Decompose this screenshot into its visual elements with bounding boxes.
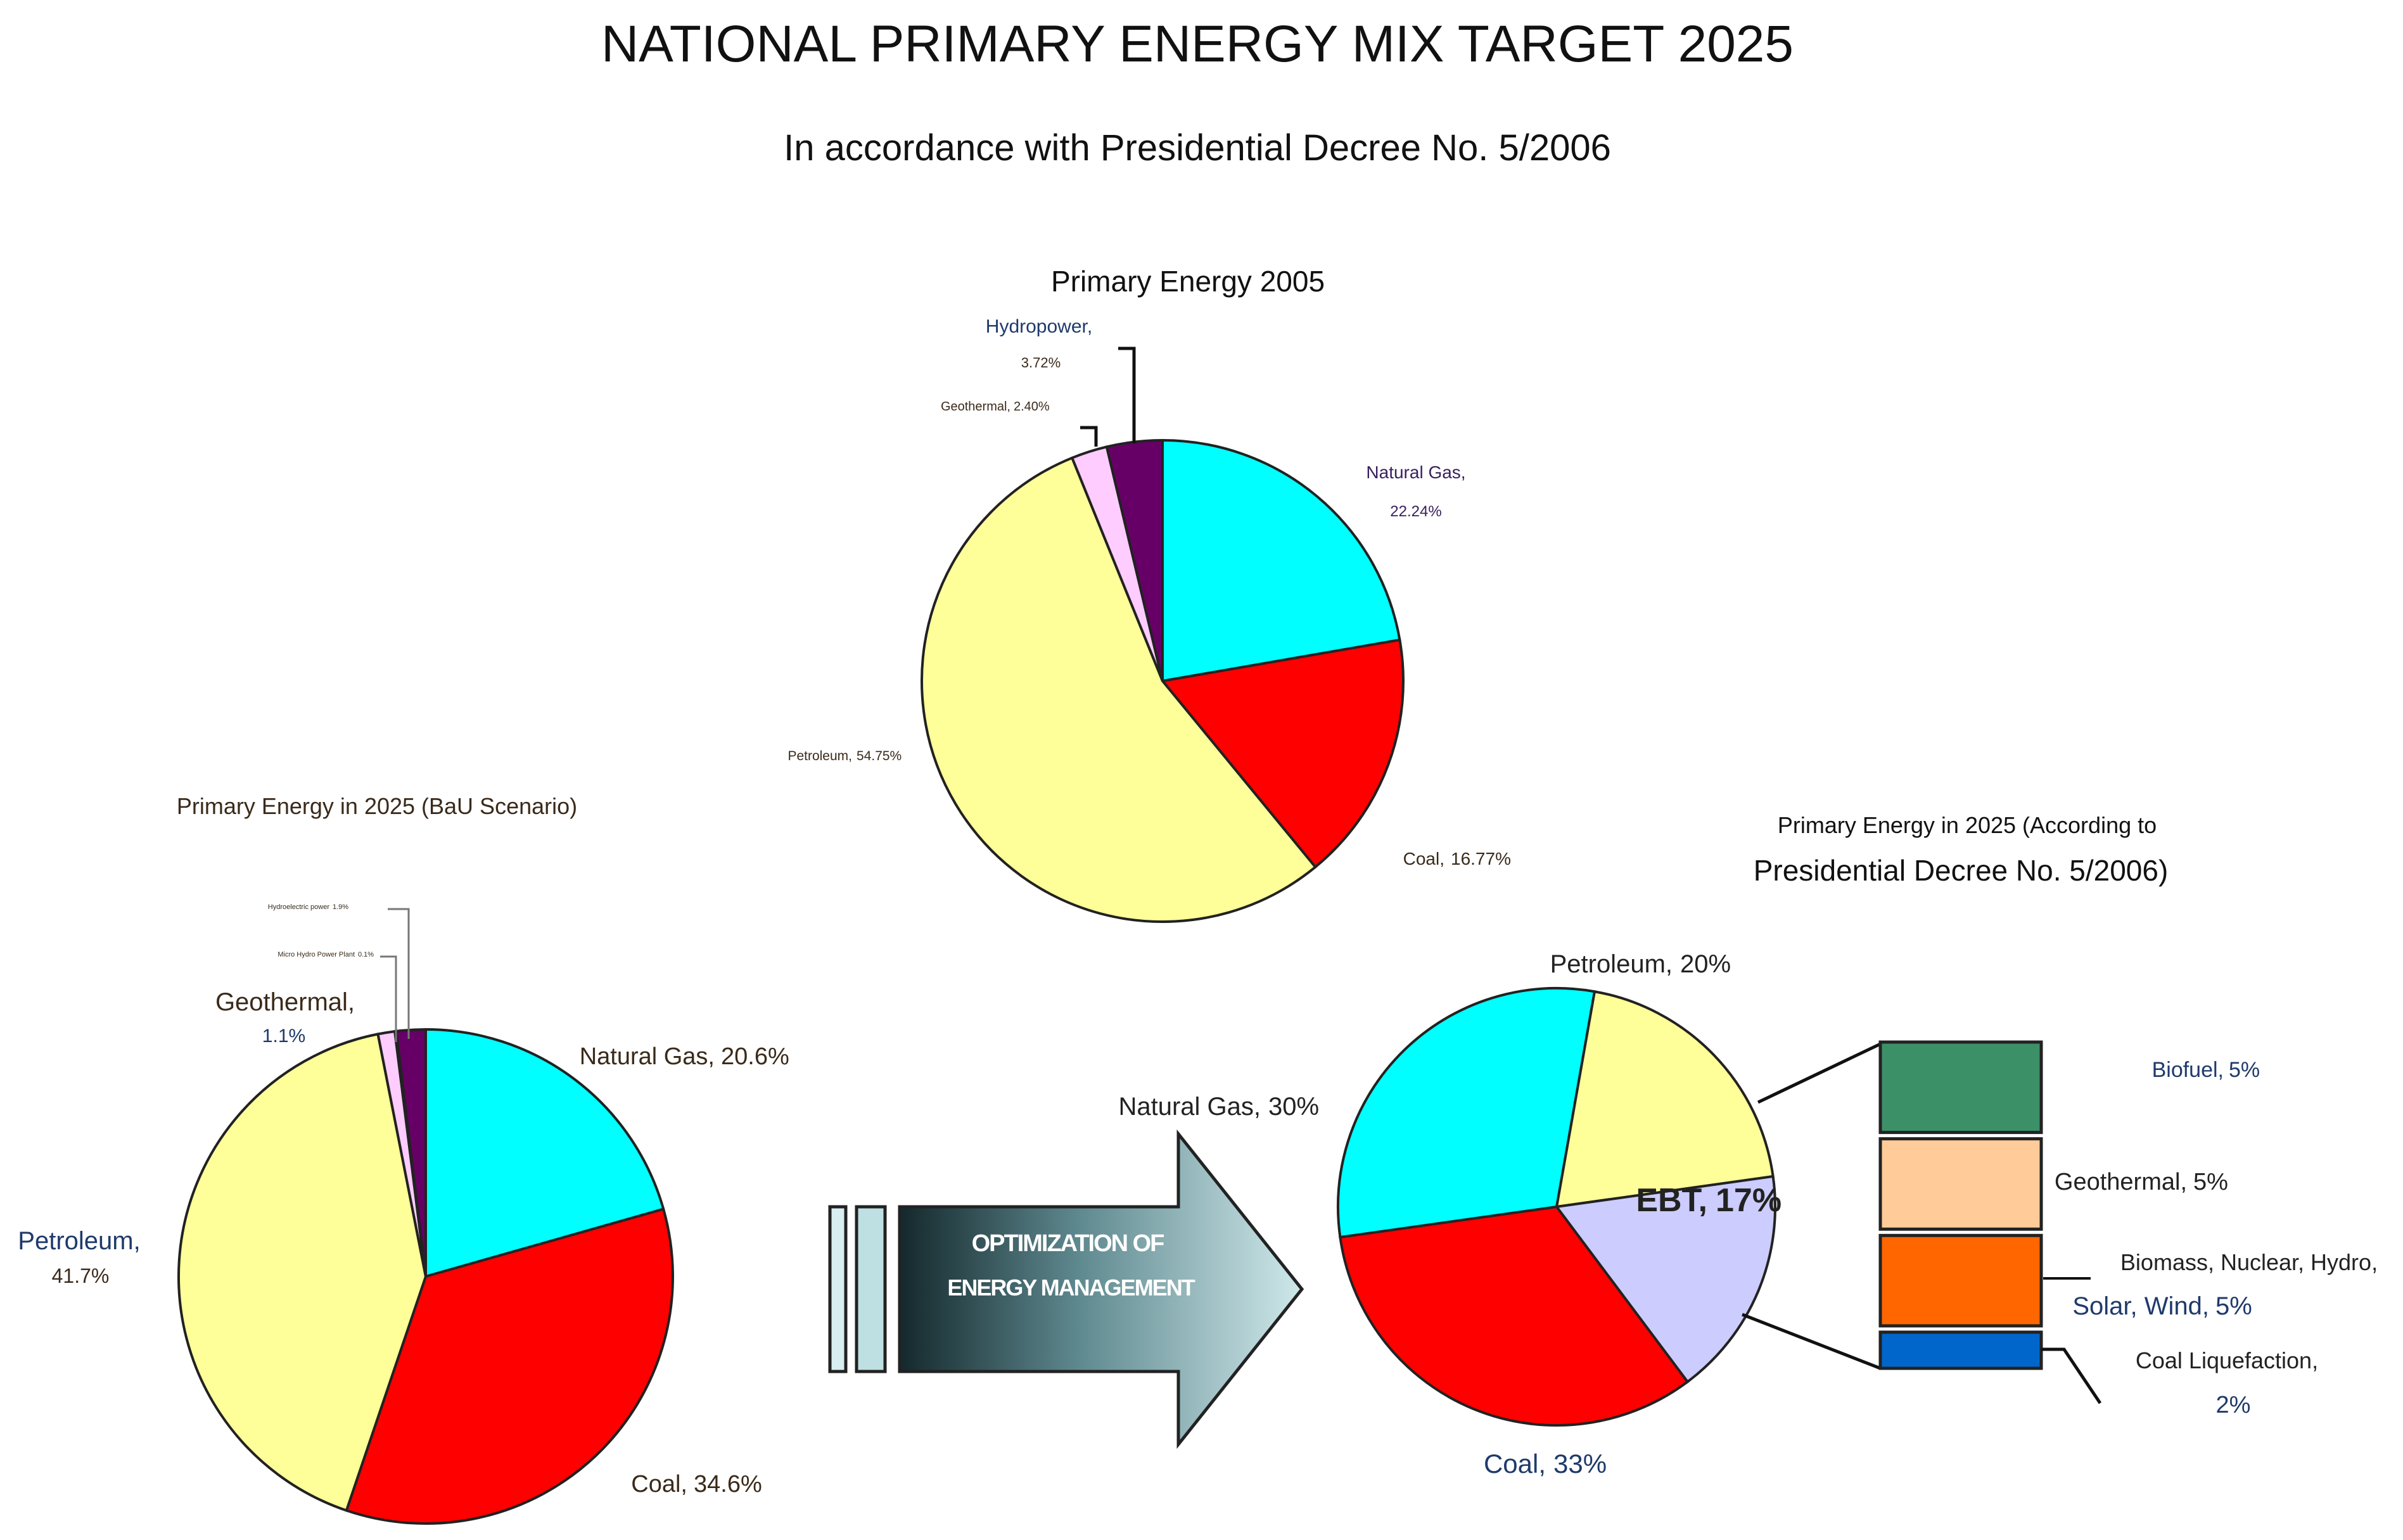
pie-2005-slice-coal: [1160, 638, 1405, 869]
value-coal-2005: 16.77%: [1451, 849, 1511, 869]
arrow-tail-bar-2: [855, 1205, 887, 1373]
label-geothermal-ebt: Geothermal,: [2055, 1169, 2187, 1195]
ebt-breakdown-bar: [1878, 1040, 2043, 1370]
value-geothermal-2025-bau: 1.1%: [262, 1026, 305, 1047]
value-micro-hydro-2025-bau: 0.1%: [358, 951, 374, 958]
value-petroleum-2025-bau: 41.7%: [52, 1264, 110, 1287]
ebt-connector-bottom: [1742, 1313, 1881, 1370]
arrow-text-line1: OPTIMIZATION OF: [972, 1230, 1164, 1257]
pie-2025-bau-slices: [177, 1028, 674, 1525]
pie-chart-2025-decree: Primary Energy in 2025 (According to Pre…: [1118, 812, 2378, 1479]
leader-micro-hydro-2025-bau: [380, 955, 397, 1042]
value-coal-2025-bau: 34.6%: [694, 1471, 762, 1498]
leader-hydroelectric-2025-bau: [388, 908, 410, 1039]
value-biofuel: 5%: [2229, 1058, 2260, 1082]
arrow-tail-bar-1: [828, 1205, 848, 1373]
label-petroleum-2025-bau: Petroleum,: [18, 1227, 140, 1255]
label-biofuel: Biofuel,: [2152, 1058, 2224, 1082]
ebt-bar-segment-biofuel: [1878, 1040, 2043, 1135]
value-biomass: 5%: [2215, 1292, 2252, 1320]
leader-geothermal-2005: [1080, 426, 1098, 447]
pie-2025-decree-slice-coal: [1339, 1205, 1690, 1427]
arrow-body: [898, 1129, 1304, 1449]
value-petroleum-2025-decree: 20%: [1680, 950, 1731, 978]
label-natural-gas-2025-bau: Natural Gas,: [580, 1043, 715, 1070]
arrow-text-line2: ENERGY MANAGEMENT: [947, 1275, 1195, 1301]
value-natural-gas-2025-bau: 20.6%: [721, 1043, 789, 1070]
value-ebt-2025-decree: 17%: [1716, 1182, 1782, 1219]
label-coal-2025-decree: Coal,: [1484, 1449, 1546, 1479]
label-geothermal-2005: Geothermal,: [941, 400, 1010, 414]
page-subtitle: In accordance with Presidential Decree N…: [784, 127, 1611, 169]
value-petroleum-2005: 54.75%: [857, 749, 902, 763]
pie-2005-slice-natural-gas: [1161, 438, 1401, 683]
label-ebt-2025-decree: EBT,: [1636, 1182, 1707, 1219]
pie-2025-decree-slice-ebt: [1554, 1174, 1776, 1384]
label-biomass-line2: Solar, Wind,: [2072, 1292, 2209, 1320]
pie-2005-slices: [920, 438, 1405, 923]
label-geothermal-2025-bau: Geothermal,: [215, 988, 355, 1016]
value-geothermal-2005: 2.40%: [1014, 400, 1050, 414]
label-coal-liquefaction: Coal Liquefaction,: [2136, 1347, 2318, 1373]
label-micro-hydro-2025-bau: Micro Hydro Power Plant: [277, 951, 355, 958]
pie-chart-2025-bau: Primary Energy in 2025 (BaU Scenario) Hy…: [18, 793, 789, 1525]
pie-2025-bau-slice-petroleum: [177, 1033, 428, 1512]
pie-2025-bau-slice-coal: [345, 1207, 674, 1525]
value-coal-liquefaction: 2%: [2216, 1392, 2251, 1418]
value-coal-2025-decree: 33%: [1553, 1449, 1607, 1479]
chart-title-2025-decree-line1: Primary Energy in 2025 (According to: [1778, 812, 2157, 838]
pie-2005-slice-petroleum: [920, 456, 1317, 923]
optimization-arrow: OPTIMIZATION OF ENERGY MANAGEMENT: [828, 1129, 1304, 1449]
leader-hydropower-2005: [1118, 347, 1136, 443]
value-hydroelectric-2025-bau: 1.9%: [333, 903, 348, 911]
label-biomass-line1: Biomass, Nuclear, Hydro,: [2120, 1249, 2378, 1275]
chart-title-2025-bau: Primary Energy in 2025 (BaU Scenario): [177, 793, 577, 819]
label-petroleum-2025-decree: Petroleum,: [1550, 950, 1673, 978]
label-natural-gas-2005: Natural Gas,: [1366, 462, 1465, 482]
pie-chart-2005: Primary Energy 2005 Natural Gas, 22.24% …: [787, 265, 1511, 923]
value-hydropower-2005: 3.72%: [1021, 355, 1061, 371]
pie-2025-decree-slice-natural-gas: [1337, 986, 1597, 1239]
label-natural-gas-2025-decree: Natural Gas,: [1118, 1093, 1261, 1121]
label-coal-2025-bau: Coal,: [631, 1471, 687, 1498]
ebt-bar-segment-geothermal: [1878, 1137, 2043, 1231]
pie-2025-bau-slice-natural-gas: [424, 1028, 665, 1278]
label-hydroelectric-2025-bau: Hydroelectric power: [268, 903, 330, 911]
chart-title-2025-decree-line2: Presidential Decree No. 5/2006): [1754, 854, 2169, 887]
ebt-bar-segment-coal-liquefaction: [1878, 1330, 2043, 1370]
page-title: NATIONAL PRIMARY ENERGY MIX TARGET 2025: [601, 15, 1794, 73]
label-petroleum-2005: Petroleum,: [787, 749, 852, 763]
value-natural-gas-2025-decree: 30%: [1268, 1093, 1319, 1121]
pie-2025-decree-slice-petroleum: [1555, 990, 1775, 1209]
chart-title-2005: Primary Energy 2005: [1051, 265, 1325, 298]
value-geothermal-ebt: 5%: [2193, 1169, 2228, 1195]
label-coal-2005: Coal,: [1403, 849, 1444, 869]
leader-coal-liquefaction: [2041, 1347, 2102, 1404]
value-natural-gas-2005: 22.24%: [1390, 503, 1441, 520]
ebt-connector-top: [1757, 1042, 1882, 1104]
ebt-bar-segment-biomass-nuclear-hydro: [1878, 1233, 2043, 1328]
pie-2025-decree-slices: [1337, 986, 1776, 1427]
label-hydropower-2005: Hydropower,: [986, 316, 1092, 337]
